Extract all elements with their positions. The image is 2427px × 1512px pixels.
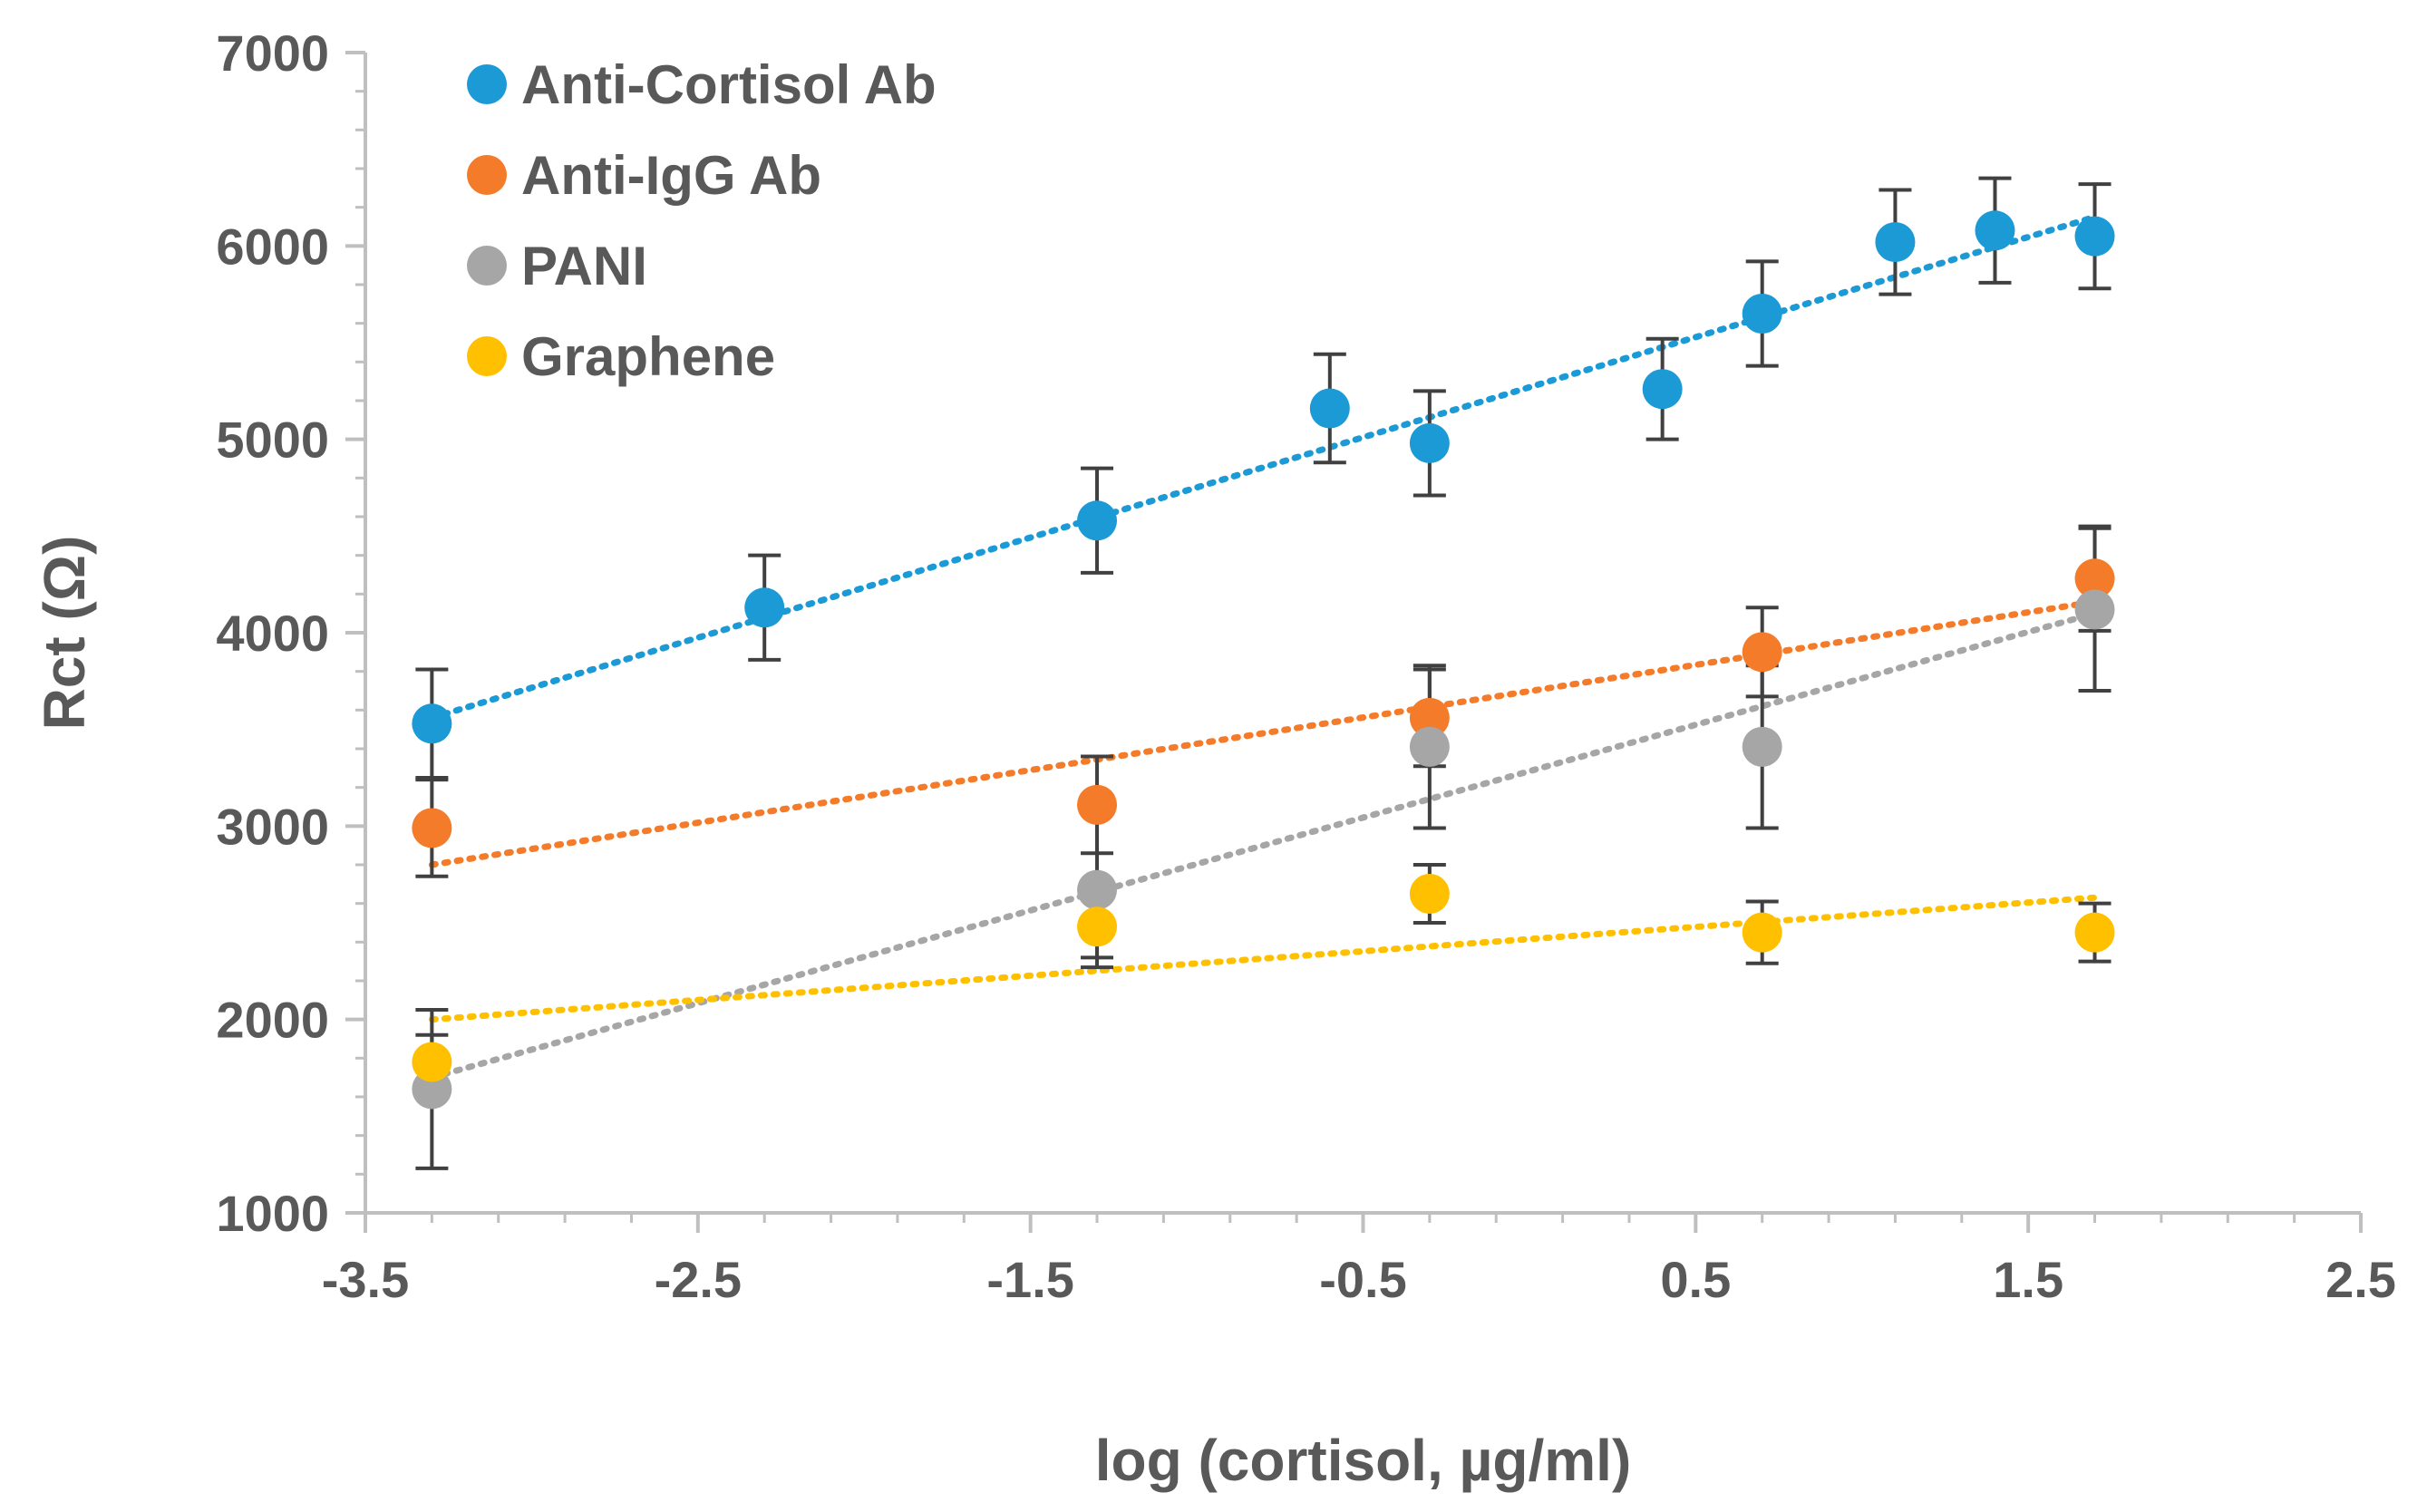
x-tick-label: -2.5	[655, 1251, 743, 1308]
point-graphene	[1077, 906, 1118, 947]
point-anti-cortisol-ab	[1742, 294, 1782, 334]
legend-entry-pani: PANI	[467, 236, 647, 296]
x-axis-title: log (cortisol, µg/ml)	[1095, 1428, 1632, 1493]
x-tick-label: 0.5	[1660, 1251, 1731, 1308]
point-anti-cortisol-ab	[744, 587, 785, 628]
point-pani	[1742, 726, 1782, 767]
axes: 1000 2000 3000 4000 5000 6000 7000 -3.5 -2.5 -1.5…	[216, 24, 2396, 1308]
legend-label: Anti-Cortisol Ab	[521, 54, 937, 115]
legend-label: PANI	[521, 236, 647, 296]
point-anti-cortisol-ab	[1875, 222, 1916, 263]
point-anti-cortisol-ab	[1077, 500, 1118, 541]
y-tick-label: 6000	[216, 218, 329, 275]
legend-entry-anti-igg-ab: Anti-IgG Ab	[467, 145, 821, 206]
point-anti-igg-ab	[412, 808, 452, 848]
y-axis-title: Rct (Ω)	[32, 536, 97, 731]
trendline-anti-igg-ab	[428, 598, 2099, 868]
point-anti-cortisol-ab	[1409, 422, 1450, 463]
x-tick-label: 2.5	[2325, 1251, 2396, 1308]
point-anti-igg-ab	[1077, 784, 1118, 825]
data-points	[412, 210, 2115, 1110]
point-pani	[2074, 589, 2115, 630]
trendline-graphene	[428, 894, 2099, 1023]
point-graphene	[2074, 912, 2115, 953]
legend-marker	[467, 155, 507, 195]
point-pani	[1409, 726, 1450, 767]
y-tick-label: 3000	[216, 798, 329, 855]
point-graphene	[412, 1042, 452, 1082]
trendline-pani	[428, 610, 2099, 1081]
point-anti-igg-ab	[1742, 632, 1782, 673]
x-tick-label: -0.5	[1319, 1251, 1407, 1308]
y-tick-label: 5000	[216, 412, 329, 469]
point-anti-cortisol-ab	[412, 703, 452, 744]
legend-entry-graphene: Graphene	[467, 326, 775, 387]
point-anti-cortisol-ab	[1309, 388, 1350, 429]
point-anti-igg-ab	[1409, 697, 1450, 738]
legend-label: Graphene	[521, 326, 775, 387]
point-graphene	[1409, 874, 1450, 914]
legend: Anti-Cortisol Ab Anti-IgG Ab PANI Graphene	[467, 54, 937, 387]
trendlines	[428, 213, 2099, 1081]
trendline-anti-cortisol-ab	[428, 213, 2099, 722]
point-anti-cortisol-ab	[1642, 369, 1683, 410]
y-tick-label: 1000	[216, 1185, 329, 1242]
point-anti-cortisol-ab	[1975, 210, 2015, 251]
point-anti-igg-ab	[2074, 558, 2115, 599]
legend-marker	[467, 336, 507, 376]
x-tick-label: -3.5	[322, 1251, 410, 1308]
legend-entry-anti-cortisol-ab: Anti-Cortisol Ab	[467, 54, 937, 115]
x-tick-label: -1.5	[986, 1251, 1074, 1308]
y-tick-label: 2000	[216, 992, 329, 1049]
point-graphene	[1742, 912, 1782, 953]
legend-marker	[467, 64, 507, 104]
legend-label: Anti-IgG Ab	[521, 145, 821, 206]
y-tick-label: 4000	[216, 605, 329, 662]
point-anti-cortisol-ab	[2074, 216, 2115, 257]
legend-marker	[467, 246, 507, 286]
x-tick-label: 1.5	[1993, 1251, 2063, 1308]
y-tick-label: 7000	[216, 24, 329, 82]
point-pani	[1077, 869, 1118, 910]
